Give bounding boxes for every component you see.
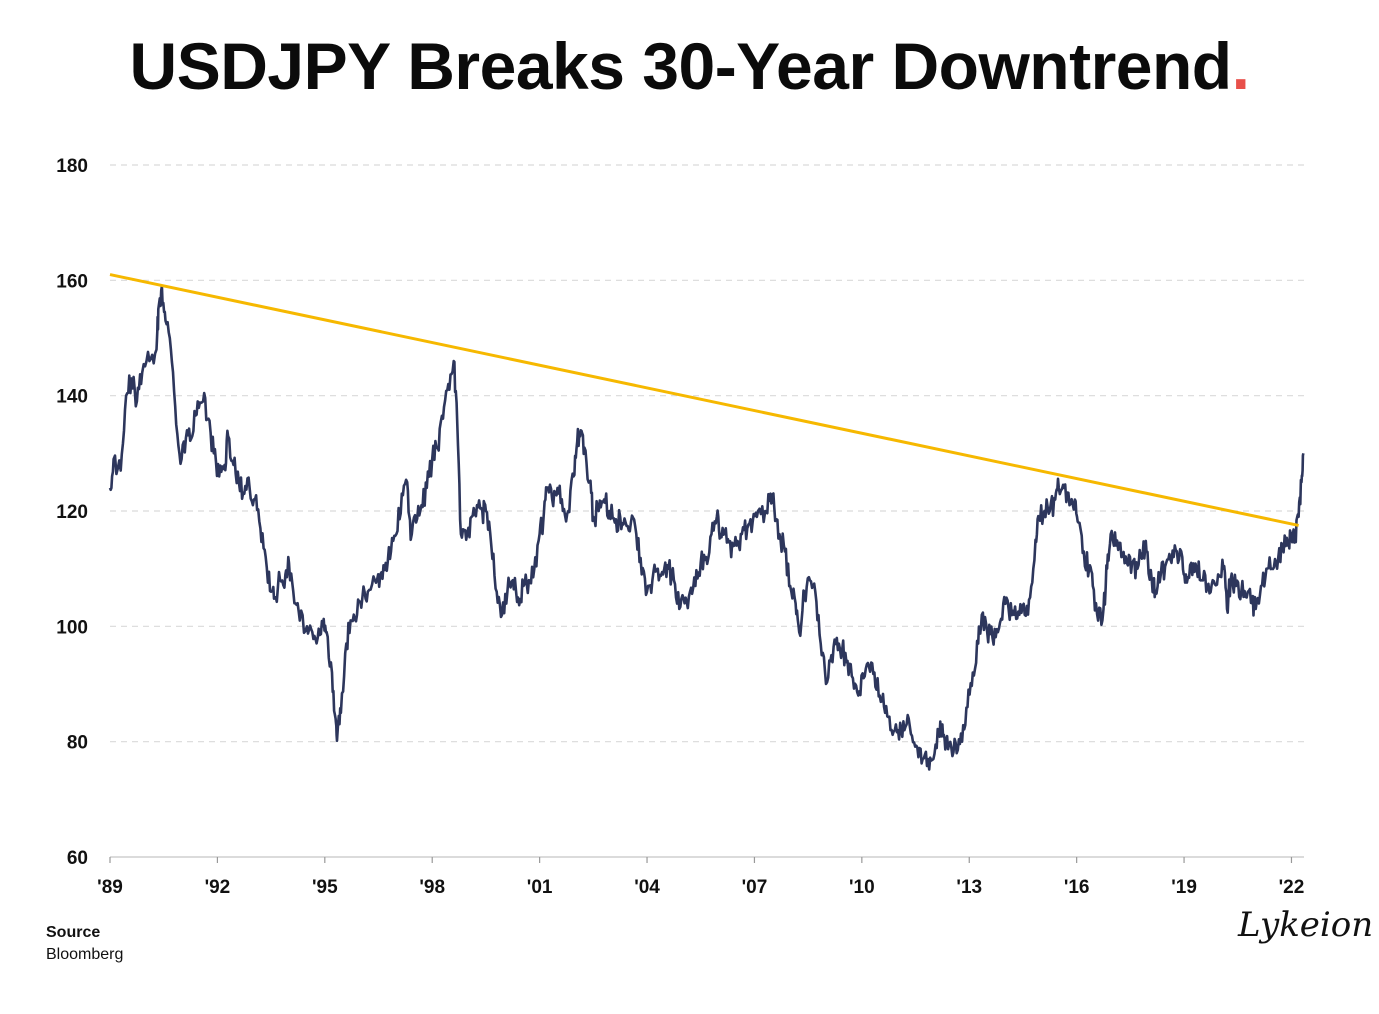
series-usdjpy-line — [108, 284, 1305, 771]
x-tick-label: '01 — [527, 877, 553, 898]
x-tick-label: '89 — [97, 877, 123, 898]
series-layer — [108, 273, 1305, 771]
y-tick-label: 120 — [56, 502, 88, 523]
y-axis: 60 80 100 120 140 160 180 — [56, 156, 88, 869]
grid-layer — [110, 164, 1304, 743]
source-label: Source — [46, 924, 101, 941]
y-tick-label: 80 — [67, 733, 88, 754]
y-tick-label: 160 — [56, 271, 88, 292]
source-note: Source Bloomberg — [46, 922, 123, 966]
x-tick-label: '98 — [419, 877, 445, 898]
title-accent-dot: . — [1231, 29, 1250, 103]
x-tick-label: '07 — [742, 877, 768, 898]
source-value: Bloomberg — [46, 946, 124, 963]
x-tick-label: '10 — [849, 877, 875, 898]
x-tick-label: '19 — [1171, 877, 1197, 898]
y-tick-label: 180 — [56, 156, 88, 177]
y-tick-label: 100 — [56, 617, 88, 638]
x-tick-label: '16 — [1064, 877, 1090, 898]
chart-title: USDJPY Breaks 30-Year Downtrend. — [0, 28, 1379, 104]
x-tick-label: '13 — [956, 877, 982, 898]
x-tick-label: '95 — [312, 877, 338, 898]
y-tick-label: 60 — [67, 848, 88, 869]
x-tick-label: '22 — [1279, 877, 1305, 898]
x-axis: '89 '92 '95 '98 '01 '04 '07 '10 '13 '16 '19 '22 — [97, 857, 1304, 898]
x-tick-label: '04 — [634, 877, 660, 898]
signature-logo: Lykeion — [1238, 905, 1374, 945]
x-tick-label: '92 — [205, 877, 231, 898]
series-downtrend-line — [109, 273, 1299, 527]
chart-title-text: USDJPY Breaks 30-Year Downtrend — [129, 29, 1233, 103]
y-tick-label: 140 — [56, 387, 88, 408]
